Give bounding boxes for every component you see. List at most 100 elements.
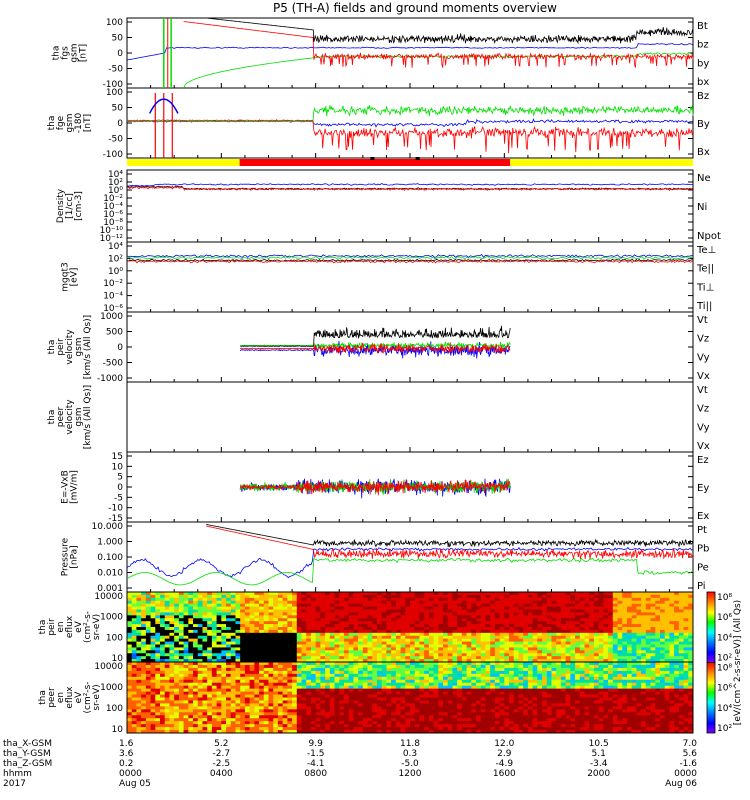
spectrogram-cell [207, 685, 213, 690]
spectrogram-cell [249, 632, 255, 637]
spectrogram-cell [575, 615, 581, 619]
spectrogram-cell [127, 627, 133, 631]
spectrogram-cell [598, 612, 604, 616]
spectrogram-cell [405, 597, 411, 602]
spectrogram-cell [348, 650, 354, 654]
spectrogram-cell [362, 606, 369, 610]
spectrogram-cell [249, 597, 255, 602]
spectrogram-cell [174, 600, 180, 605]
y-axis-label: [cm-3] [74, 191, 84, 221]
legend-Ex: Ex [697, 511, 709, 522]
spectrogram-cell [178, 718, 185, 722]
spectrogram-cell [339, 644, 345, 648]
spectrogram-cell [334, 727, 340, 731]
spectrogram-cell [589, 641, 595, 645]
spectrogram-cell [626, 603, 633, 608]
spectrogram-cell [395, 638, 402, 643]
spectrogram-cell [688, 629, 694, 634]
spectrogram-cell [160, 673, 166, 678]
spectrogram-cell [315, 676, 321, 681]
spectrogram-cell [141, 673, 147, 678]
spectrogram-cell [381, 632, 387, 637]
spectrogram-cell [141, 629, 147, 634]
spectrogram-cell [504, 612, 510, 616]
spectrogram-cell [461, 635, 468, 640]
spectrogram-cell [301, 609, 307, 613]
spectrogram-cell [259, 624, 265, 628]
spectrogram-cell [174, 673, 180, 678]
spectrogram-cell [334, 662, 340, 666]
spectrogram-cell [598, 621, 604, 625]
spectrogram-cell [386, 609, 392, 613]
spectrogram-cell [320, 727, 326, 731]
spectrogram-cell [329, 685, 336, 690]
spectrogram-cell [551, 635, 557, 640]
spectrogram-cell [301, 627, 307, 631]
spectrogram-cell [287, 606, 293, 610]
spectrogram-cell [145, 638, 152, 643]
spectrogram-cell [339, 673, 345, 678]
spectrogram-cell [202, 597, 208, 602]
spectrogram-cell [226, 673, 232, 678]
spectrogram-cell [678, 647, 685, 651]
spectrogram-cell [230, 592, 236, 596]
spectrogram-cell [183, 709, 189, 713]
spectrogram-cell [362, 679, 369, 684]
spectrogram-cell [207, 688, 213, 693]
spectrogram-cell [136, 673, 142, 678]
spectrogram-cell [155, 706, 161, 710]
spectrogram-cell [235, 612, 241, 616]
spectrogram-cell [471, 615, 477, 619]
spectrogram-cell [207, 615, 213, 619]
spectrogram-cell [650, 621, 656, 625]
spectrogram-cell [678, 653, 685, 657]
spectrogram-cell [207, 664, 213, 669]
spectrogram-cell [183, 653, 189, 657]
spectrogram-cell [395, 697, 402, 701]
spectrogram-cell [556, 615, 562, 619]
spectrogram-cell [612, 650, 619, 654]
spectrogram-cell [410, 721, 416, 725]
spectrogram-cell [546, 609, 552, 613]
spectrogram-cell [424, 592, 430, 596]
spectrogram-cell [367, 685, 373, 690]
spectrogram-cell [603, 606, 609, 610]
spectrogram-cell [395, 612, 402, 616]
spectrogram-cell [145, 627, 152, 631]
spectrogram-cell [325, 673, 331, 678]
spectrogram-cell [207, 676, 213, 681]
spectrogram-cell [669, 653, 675, 657]
spectrogram-cell [367, 727, 373, 731]
spectrogram-cell [155, 682, 161, 687]
spectrogram-cell [343, 662, 350, 666]
spectrogram-cell [244, 653, 251, 657]
spectrogram-cell [358, 621, 364, 625]
spectrogram-cell [674, 659, 680, 663]
spectrogram-cell [169, 647, 175, 651]
spectrogram-cell [626, 656, 633, 660]
spectrogram-cell [136, 712, 142, 716]
spectrogram-cell [268, 641, 274, 645]
spectrogram-cell [683, 644, 689, 648]
spectrogram-cell [277, 694, 284, 698]
spectrogram-cell [268, 703, 274, 707]
spectrogram-cell [476, 635, 482, 640]
spectrogram-cell [655, 650, 661, 654]
spectrogram-cell [216, 606, 222, 610]
spectrogram-cell [556, 609, 562, 613]
spectrogram-cell [306, 706, 312, 710]
spectrogram-cell [683, 647, 689, 651]
spectrogram-cell [127, 632, 133, 637]
spectrogram-cell [202, 715, 208, 719]
spectrogram-cell [292, 721, 298, 725]
spectrogram-cell [405, 656, 411, 660]
spectrogram-cell [608, 647, 614, 651]
spectrogram-cell [183, 664, 189, 669]
spectrogram-cell [513, 594, 519, 599]
y-tick-label: 10⁻⁴ [103, 292, 123, 302]
spectrogram-cell [358, 670, 364, 675]
spectrogram-cell [221, 659, 227, 663]
spectrogram-cell [263, 700, 269, 704]
spectrogram-cell [329, 647, 336, 651]
